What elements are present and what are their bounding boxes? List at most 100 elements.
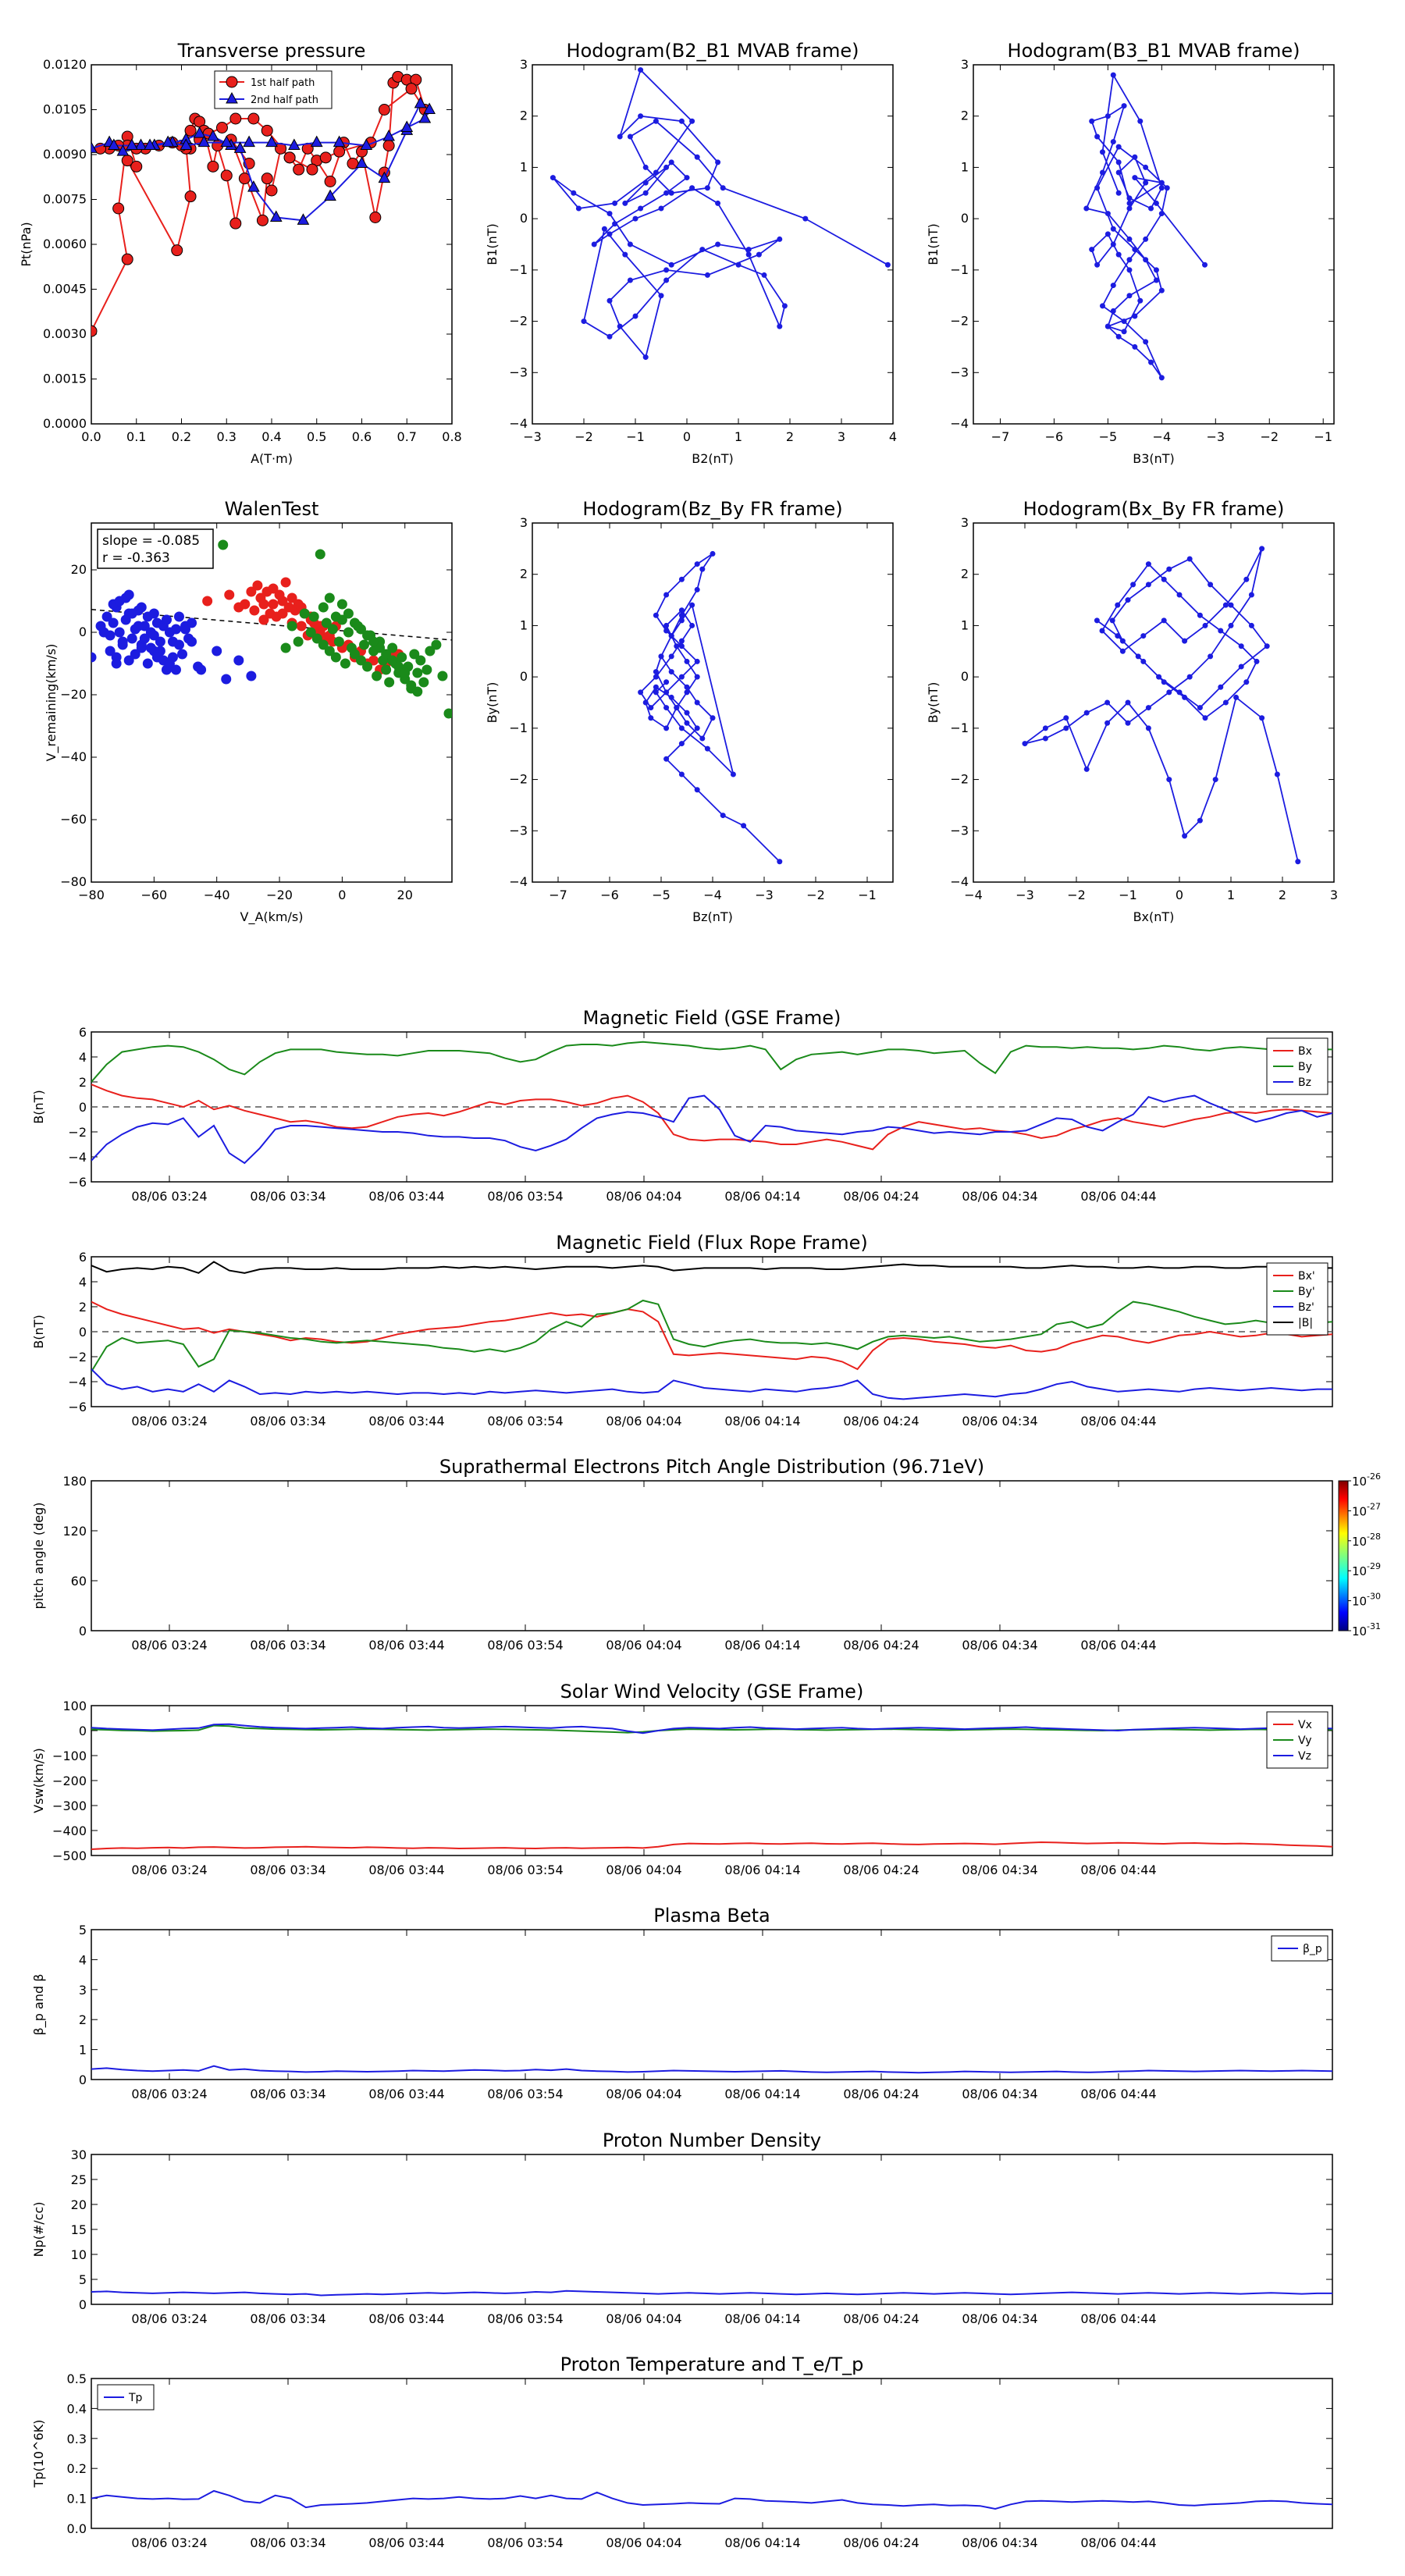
y-tick-label: 10 — [71, 2247, 87, 2262]
y-tick-label: 15 — [71, 2222, 87, 2237]
data-point — [286, 621, 297, 632]
x-tick-label: −2 — [574, 429, 593, 444]
data-point — [299, 608, 310, 619]
x-tick-label: 08/06 04:24 — [843, 1863, 919, 1877]
y-tick-label: 30 — [71, 2147, 87, 2162]
x-tick-label: 08/06 03:24 — [131, 2311, 207, 2326]
data-point — [142, 658, 153, 669]
data-point — [642, 354, 649, 361]
y-tick-label: 0.0 — [67, 2521, 87, 2536]
panel-vsw: Solar Wind Velocity (GSE Frame) −500 −400 −… — [31, 1681, 1333, 1877]
data-point — [412, 667, 423, 678]
data-point — [1042, 725, 1048, 731]
colorbar-exponent: -29 — [1367, 1561, 1381, 1571]
data-point — [180, 138, 193, 150]
chart-title: Proton Number Density — [603, 2129, 821, 2151]
series-line-By' — [91, 1299, 1332, 1372]
data-point — [310, 135, 323, 148]
y-tick-label: −60 — [60, 812, 87, 827]
x-tick-label: 4 — [889, 429, 897, 444]
data-point — [340, 658, 350, 669]
x-tick-label: 08/06 04:14 — [724, 2311, 800, 2326]
data-point — [321, 617, 332, 628]
x-tick-label: 08/06 03:24 — [131, 1414, 207, 1429]
data-point — [269, 210, 283, 222]
plot-frame — [973, 522, 1335, 883]
x-tick-label: 08/06 04:14 — [724, 2087, 800, 2101]
x-tick-label: 2 — [1279, 888, 1286, 902]
data-point — [136, 602, 147, 613]
data-point — [1132, 175, 1138, 181]
data-point — [297, 213, 310, 225]
data-point — [437, 671, 448, 681]
data-point — [1022, 741, 1028, 747]
panel-h4: Hodogram(Bx_By FR frame) −4 −3 −2 −1 0 1 2 3 −4 −3… — [926, 498, 1338, 924]
data-point — [678, 617, 685, 624]
data-point — [197, 135, 211, 148]
data-point — [1145, 705, 1151, 711]
data-point — [1099, 149, 1105, 155]
data-point — [422, 664, 432, 675]
data-point — [653, 684, 659, 690]
data-point — [117, 639, 128, 650]
data-point — [1132, 343, 1138, 350]
data-point — [101, 611, 112, 622]
data-point — [642, 190, 649, 196]
y-axis-label: β_p and β — [31, 1974, 47, 2036]
data-point — [360, 138, 373, 150]
y-tick-label: −2 — [68, 1125, 87, 1140]
data-point — [730, 771, 736, 777]
y-tick-label: 25 — [71, 2172, 87, 2187]
x-tick-label: −60 — [140, 888, 167, 902]
data-point — [336, 599, 347, 610]
data-point — [678, 674, 685, 680]
data-point — [1110, 308, 1116, 314]
data-point — [617, 133, 623, 140]
data-point — [710, 715, 716, 721]
data-point — [381, 664, 392, 675]
chart-title: Hodogram(B3_B1 MVAB frame) — [1008, 40, 1300, 62]
data-point — [689, 118, 695, 124]
data-point — [405, 83, 418, 95]
data-point — [632, 313, 638, 319]
data-point — [387, 655, 398, 666]
colorbar-label: 10 — [1352, 1504, 1367, 1518]
data-point — [741, 823, 747, 829]
colorbar-exponent: -27 — [1367, 1501, 1381, 1511]
plot-area — [91, 539, 452, 719]
data-point — [1089, 118, 1095, 124]
slope-label: slope = -0.085 — [102, 533, 200, 549]
data-point — [668, 694, 674, 700]
x-tick-label: −3 — [1016, 888, 1034, 902]
data-point — [668, 633, 674, 639]
data-point — [648, 715, 654, 721]
data-point — [1099, 628, 1105, 634]
data-point — [409, 649, 420, 660]
data-point — [653, 689, 659, 696]
y-tick-label: −3 — [950, 823, 969, 838]
plot-frame — [973, 64, 1335, 425]
x-tick-label: 08/06 04:44 — [1080, 2535, 1156, 2550]
y-tick-label: 4 — [79, 1952, 87, 1967]
data-point — [1158, 185, 1165, 191]
x-tick-label: 08/06 04:14 — [724, 1863, 800, 1877]
data-point — [694, 658, 700, 664]
data-point — [1222, 699, 1229, 706]
data-point — [108, 617, 119, 628]
data-point — [1119, 638, 1126, 644]
data-point — [1259, 546, 1265, 552]
data-point — [1126, 236, 1133, 242]
data-point — [91, 325, 98, 337]
data-point — [1158, 287, 1165, 294]
data-point — [612, 221, 618, 227]
data-point — [668, 669, 674, 675]
data-point — [638, 205, 644, 212]
y-axis-label: B1(nT) — [926, 223, 941, 265]
data-point — [1161, 576, 1167, 582]
legend-label: Vy — [1298, 1735, 1312, 1747]
data-point — [606, 231, 613, 237]
plot-frame — [91, 1929, 1333, 2080]
data-point — [240, 599, 251, 610]
y-tick-label: −4 — [509, 416, 528, 431]
x-tick-label: 0.5 — [307, 429, 326, 444]
